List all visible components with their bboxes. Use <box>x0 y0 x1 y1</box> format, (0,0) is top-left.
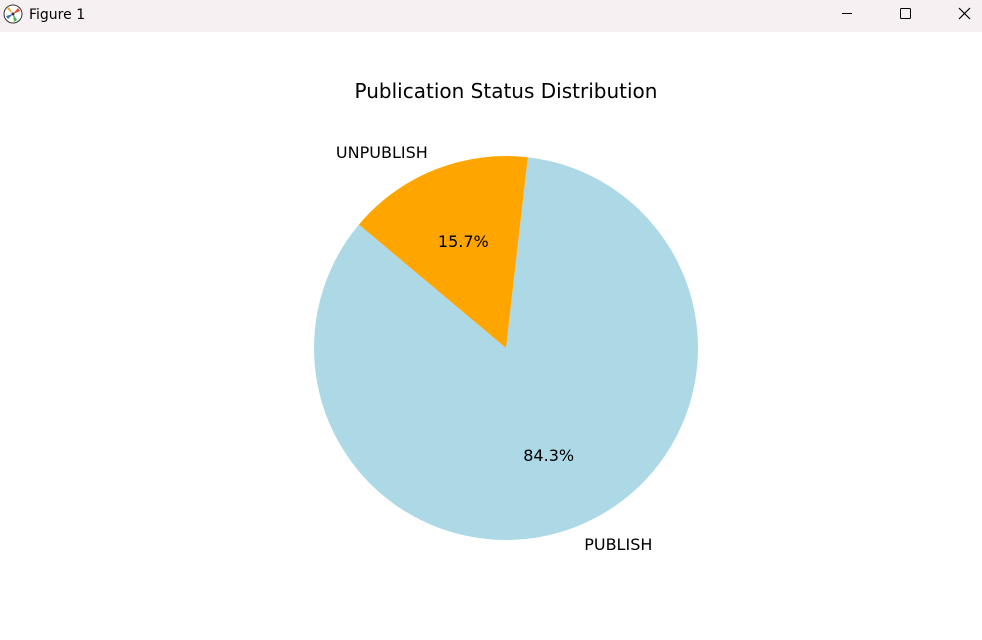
pie-slice-publish <box>314 157 699 540</box>
minimize-button[interactable] <box>824 0 870 30</box>
chart-title: Publication Status Distribution <box>355 79 658 103</box>
pie-chart: Publication Status Distribution PUBLISH 8… <box>314 79 699 554</box>
pct-label-publish: 84.3% <box>523 446 574 465</box>
matplotlib-icon <box>3 4 23 24</box>
window-title: Figure 1 <box>29 7 86 23</box>
pie-slice-unpublish <box>358 156 528 348</box>
maximize-icon <box>900 8 911 19</box>
minimize-icon <box>842 13 852 14</box>
pct-label-unpublish: 15.7% <box>438 232 489 251</box>
title-bar[interactable]: Figure 1 <box>0 0 982 32</box>
close-icon <box>958 7 971 20</box>
maximize-button[interactable] <box>882 0 928 30</box>
slice-label-unpublish: UNPUBLISH <box>336 143 428 162</box>
close-button[interactable] <box>940 0 982 30</box>
slice-label-publish: PUBLISH <box>584 535 652 554</box>
figure-canvas[interactable]: Publication Status Distribution PUBLISH 8… <box>0 32 982 640</box>
